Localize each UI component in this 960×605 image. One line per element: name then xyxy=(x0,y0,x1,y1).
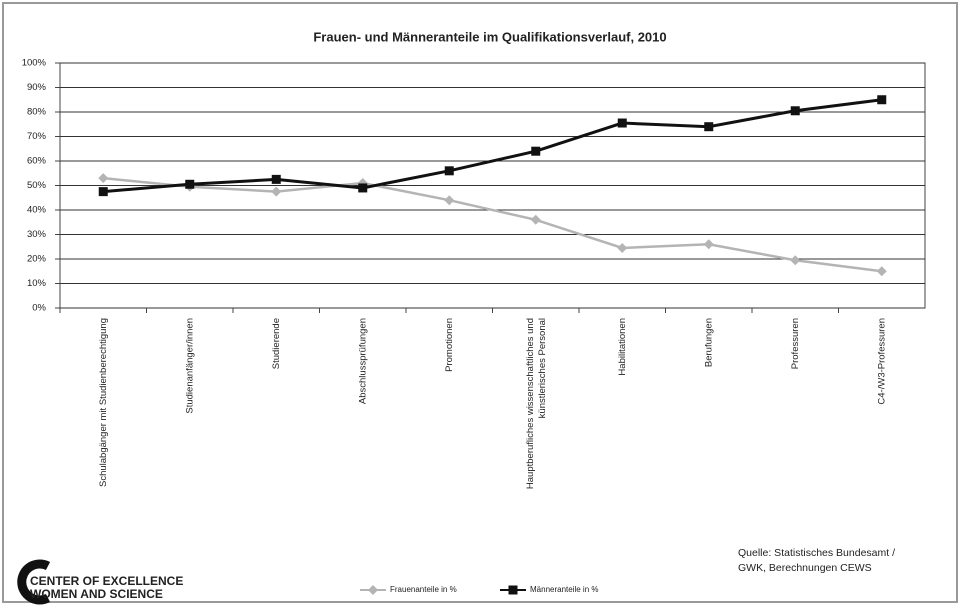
legend-label: Frauenanteile in % xyxy=(390,585,457,594)
point xyxy=(790,106,800,116)
point xyxy=(617,118,627,128)
point xyxy=(530,214,541,225)
x-tick-label: Berufungen xyxy=(703,318,714,367)
source: Quelle: Statistisches Bundesamt / xyxy=(738,547,895,559)
series-line xyxy=(103,176,882,273)
point xyxy=(444,195,455,206)
y-tick-label: 50% xyxy=(27,180,47,191)
point xyxy=(531,146,541,156)
x-tick-label: Promotionen xyxy=(444,318,455,372)
y-tick-label: 10% xyxy=(27,278,47,289)
point xyxy=(703,239,714,250)
y-tick-label: 40% xyxy=(27,205,47,216)
x-tick-label: Hauptberufliches wissenschaftliches undk… xyxy=(524,318,547,489)
point xyxy=(444,166,454,176)
legend-label: Männeranteile in % xyxy=(530,585,598,594)
point xyxy=(271,174,281,184)
y-tick-label: 100% xyxy=(22,58,47,69)
point xyxy=(790,255,801,266)
y-tick-label: 20% xyxy=(27,254,47,265)
point xyxy=(358,183,368,193)
point xyxy=(98,173,109,184)
point xyxy=(185,179,195,189)
logo-line: WOMEN AND SCIENCE xyxy=(30,587,163,601)
y-tick-label: 30% xyxy=(27,229,47,240)
point xyxy=(508,585,518,595)
source: GWK, Berechnungen CEWS xyxy=(738,562,872,574)
logo-line: CENTER OF EXCELLENCE xyxy=(30,574,183,588)
y-tick-label: 70% xyxy=(27,131,47,142)
y-tick-label: 60% xyxy=(27,156,47,167)
x-tick-label: Habilitationen xyxy=(617,318,628,376)
point xyxy=(617,242,628,253)
x-tick-label: Schulabgänger mit Studienberechtigung xyxy=(98,318,109,487)
point xyxy=(876,266,887,277)
y-tick-label: 80% xyxy=(27,107,47,118)
x-tick-label: Studierende xyxy=(271,318,282,369)
y-tick-label: 0% xyxy=(32,303,46,314)
logo: CENTER OF EXCELLENCE WOMEN AND SCIENCE xyxy=(17,559,183,605)
chart-title: Frauen- und Männeranteile im Qualifikati… xyxy=(313,29,666,44)
point xyxy=(704,122,714,132)
x-tick-label: Studienanfänger/innen xyxy=(184,318,195,414)
x-tick-label: Professuren xyxy=(790,318,801,369)
y-tick-label: 90% xyxy=(27,82,47,93)
point xyxy=(271,186,282,197)
point xyxy=(368,585,378,595)
series-line xyxy=(103,98,882,194)
point xyxy=(877,95,887,105)
x-tick-label: Abschlussprüfungen xyxy=(357,318,368,404)
x-tick-label: C4-/W3-Professuren xyxy=(876,318,887,405)
logo-mark xyxy=(17,559,51,605)
point xyxy=(98,187,108,197)
